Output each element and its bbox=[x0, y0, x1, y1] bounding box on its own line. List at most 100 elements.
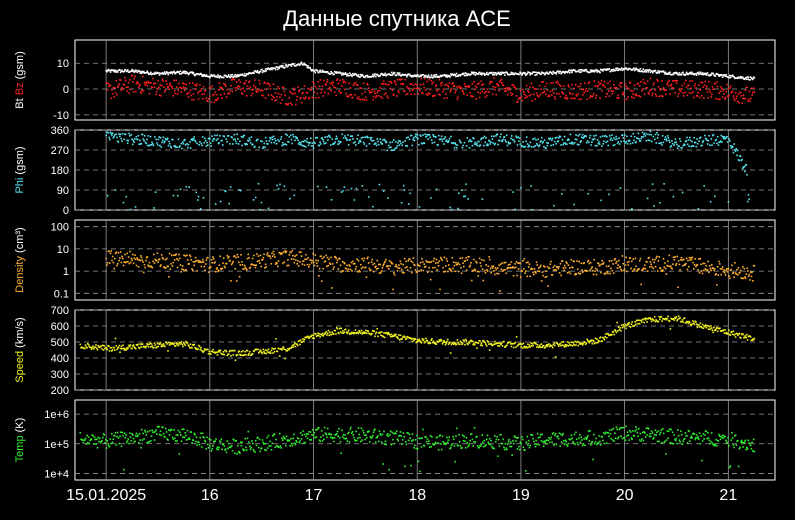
data-point bbox=[457, 262, 459, 264]
data-point bbox=[423, 76, 425, 79]
data-point bbox=[681, 191, 684, 194]
data-point bbox=[526, 143, 529, 145]
data-point bbox=[644, 69, 647, 71]
data-point bbox=[298, 141, 301, 144]
data-point bbox=[433, 257, 436, 260]
data-point bbox=[207, 100, 209, 103]
data-point bbox=[618, 84, 621, 87]
data-point bbox=[161, 78, 164, 81]
data-point bbox=[178, 253, 180, 256]
data-point bbox=[706, 139, 708, 142]
data-point bbox=[574, 97, 576, 100]
data-point bbox=[389, 141, 391, 144]
data-point bbox=[136, 435, 139, 438]
data-point bbox=[217, 89, 220, 91]
y-axis-label-part: Density bbox=[14, 256, 26, 293]
data-point bbox=[243, 449, 246, 451]
data-point bbox=[291, 344, 294, 347]
data-point bbox=[411, 89, 414, 91]
data-point bbox=[481, 84, 483, 86]
data-point bbox=[645, 139, 647, 142]
data-point bbox=[725, 332, 727, 335]
data-point bbox=[152, 260, 154, 263]
data-point bbox=[110, 433, 113, 435]
data-point bbox=[548, 343, 550, 345]
data-point bbox=[465, 72, 468, 75]
data-point bbox=[595, 68, 598, 71]
data-point bbox=[174, 72, 177, 75]
data-point bbox=[206, 141, 208, 144]
data-point bbox=[427, 261, 430, 263]
data-point bbox=[106, 88, 109, 91]
y-tick-label: 600 bbox=[51, 321, 69, 333]
data-point bbox=[397, 140, 400, 142]
data-point bbox=[124, 76, 126, 79]
data-point bbox=[610, 70, 612, 73]
data-point bbox=[520, 186, 522, 189]
data-point bbox=[434, 74, 436, 76]
data-point bbox=[456, 98, 459, 101]
data-point bbox=[115, 344, 118, 347]
y-axis-label-part: (gsm) bbox=[14, 51, 26, 82]
data-point bbox=[271, 95, 274, 98]
data-point bbox=[492, 265, 495, 268]
data-point bbox=[110, 97, 113, 100]
data-point bbox=[168, 344, 171, 346]
data-point bbox=[257, 138, 259, 141]
data-point bbox=[315, 87, 318, 90]
data-point bbox=[92, 443, 95, 445]
data-point bbox=[340, 452, 343, 455]
data-point bbox=[233, 439, 235, 441]
data-point bbox=[494, 88, 496, 91]
data-point bbox=[340, 327, 343, 330]
data-point bbox=[287, 348, 290, 351]
data-point bbox=[539, 266, 542, 268]
data-point bbox=[682, 92, 684, 94]
data-point bbox=[498, 89, 500, 92]
data-point bbox=[405, 93, 407, 96]
data-point bbox=[223, 265, 226, 268]
data-point bbox=[313, 337, 316, 340]
data-point bbox=[647, 71, 650, 73]
data-point bbox=[447, 85, 450, 88]
data-point bbox=[512, 72, 514, 74]
data-point bbox=[735, 147, 738, 150]
data-point bbox=[475, 260, 477, 263]
data-point bbox=[98, 440, 100, 443]
data-point bbox=[326, 70, 329, 73]
data-point bbox=[674, 264, 677, 267]
data-point bbox=[140, 91, 142, 93]
data-point bbox=[488, 258, 491, 261]
data-point bbox=[93, 436, 96, 439]
data-point bbox=[599, 97, 601, 99]
data-point bbox=[442, 341, 444, 344]
data-point bbox=[546, 144, 549, 147]
data-point bbox=[351, 72, 354, 75]
data-point bbox=[330, 90, 332, 92]
data-point bbox=[292, 346, 295, 348]
data-point bbox=[509, 263, 511, 266]
data-point bbox=[324, 142, 327, 144]
data-point bbox=[234, 140, 237, 142]
data-point bbox=[667, 81, 669, 84]
data-point bbox=[633, 97, 635, 99]
data-point bbox=[299, 339, 302, 341]
data-point bbox=[386, 333, 389, 336]
data-point bbox=[496, 83, 499, 86]
data-point bbox=[265, 352, 268, 355]
data-point bbox=[367, 84, 369, 86]
data-point bbox=[638, 85, 641, 87]
data-point bbox=[638, 322, 641, 325]
data-point bbox=[237, 73, 239, 76]
data-point bbox=[124, 348, 127, 350]
data-point bbox=[426, 133, 429, 136]
data-point bbox=[676, 143, 678, 146]
data-point bbox=[246, 85, 249, 87]
data-point bbox=[147, 81, 150, 84]
data-point bbox=[312, 334, 315, 337]
data-point bbox=[351, 260, 354, 263]
data-point bbox=[643, 267, 645, 270]
data-point bbox=[447, 140, 450, 142]
data-point bbox=[290, 258, 293, 261]
data-point bbox=[185, 70, 188, 73]
